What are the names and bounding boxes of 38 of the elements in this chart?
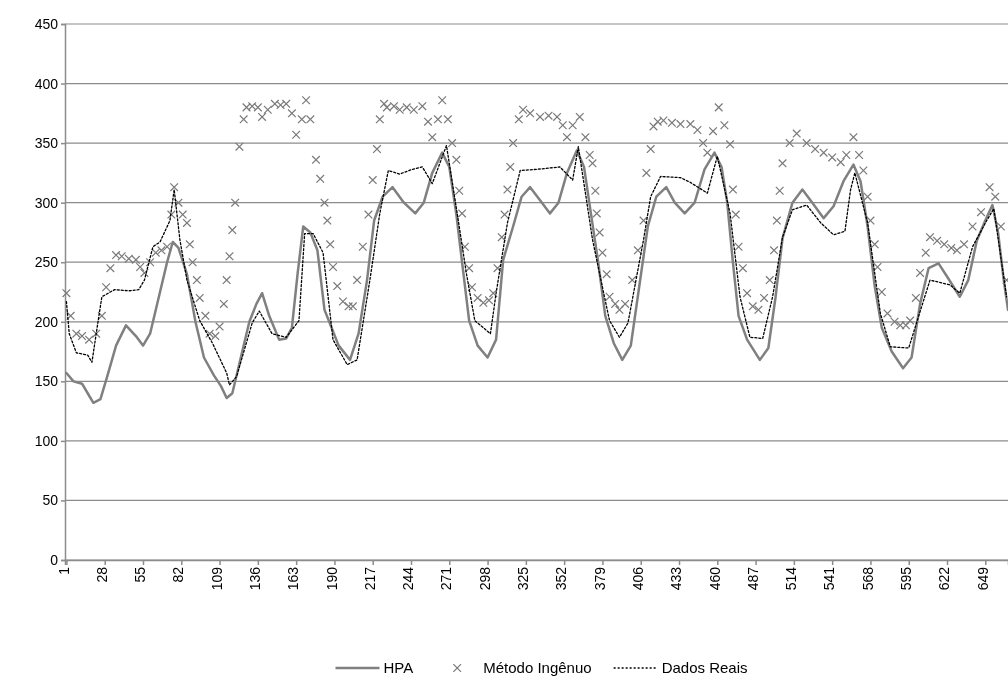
y-tick-label: 300 [34,194,59,211]
legend-label: HPA [383,659,414,676]
x-tick-label: 541 [821,566,838,591]
x-tick-label: 487 [744,566,761,591]
x-tick-label: 163 [285,566,302,591]
x-tick-label: 28 [93,566,110,583]
y-tick-label: 150 [34,373,59,390]
x-tick-label: 217 [361,566,378,591]
x-tick-label: 82 [170,566,187,583]
x-tick-label: 433 [668,566,685,591]
y-tick-label: 400 [34,75,59,92]
y-tick-label: 200 [34,313,59,330]
x-tick-label: 622 [936,566,953,591]
x-tick-label: 649 [974,566,991,591]
x-tick-label: 595 [897,566,914,591]
y-tick-label: 350 [34,135,59,152]
x-tick-label: 460 [706,566,723,591]
x-tick-label: 352 [553,566,570,591]
y-tick-label: 100 [34,432,59,449]
x-tick-label: 568 [859,566,876,591]
x-tick-label: 379 [591,566,608,591]
legend-label: Dados Reais [661,659,748,676]
x-tick-label: 271 [438,566,455,591]
legend-label: Método Ingênuo [483,659,592,676]
x-tick-label: 190 [323,566,340,591]
y-tick-label: 50 [42,492,59,509]
x-tick-label: 55 [132,566,149,583]
y-tick-label: 250 [34,254,59,271]
y-tick-label: 0 [50,551,59,568]
x-tick-label: 109 [208,566,225,591]
x-tick-label: 298 [476,566,493,591]
x-tick-label: 406 [629,566,646,591]
y-tick-label: 450 [34,15,59,32]
x-tick-label: 325 [515,566,532,591]
x-tick-label: 136 [247,566,264,591]
x-tick-label: 514 [783,566,800,591]
x-tick-label: 1 [55,566,72,575]
x-tick-label: 244 [400,566,417,591]
